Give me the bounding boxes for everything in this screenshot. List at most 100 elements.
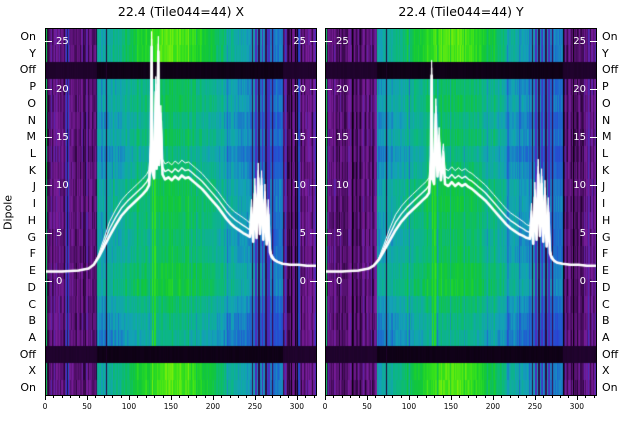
y-tick-mark-left bbox=[45, 137, 52, 138]
x-minor-tick-mark bbox=[560, 396, 562, 399]
y-tick-mark-right bbox=[310, 185, 317, 186]
x-minor-tick-mark bbox=[417, 396, 419, 399]
panel-title-x: 22.4 (Tile044=44) X bbox=[117, 4, 245, 19]
y-tick-label-right: 0 bbox=[579, 276, 586, 287]
y-tick-label-left: 20 bbox=[56, 84, 69, 95]
x-tick-label: 100 bbox=[121, 402, 137, 411]
y-tick-label-left: 0 bbox=[336, 276, 343, 287]
x-minor-tick-mark bbox=[568, 396, 570, 399]
x-minor-tick-mark bbox=[179, 396, 181, 399]
x-minor-tick-mark bbox=[526, 396, 528, 399]
x-minor-tick-mark bbox=[551, 396, 553, 399]
heatmap-panel-y: 22.4 (Tile044=44) Y 25 25 20 20 15 15 10 10 5 5 0 0… bbox=[323, 4, 597, 411]
x-minor-tick-mark bbox=[246, 396, 248, 399]
y-tick-mark-right bbox=[590, 281, 597, 282]
x-minor-tick-mark bbox=[263, 396, 265, 399]
y-tick-label-left: 20 bbox=[336, 84, 349, 95]
heatmap-canvas-x bbox=[45, 28, 317, 396]
x-tick-label: 200 bbox=[485, 402, 501, 411]
y-tick-label-right: 5 bbox=[579, 228, 586, 239]
x-minor-tick-mark bbox=[383, 396, 385, 399]
x-tick-mark bbox=[492, 396, 494, 400]
y-tick-mark-left bbox=[325, 41, 332, 42]
x-minor-tick-mark bbox=[358, 396, 360, 399]
x-tick-mark bbox=[408, 396, 410, 400]
dipole-row-label-left: K bbox=[28, 163, 36, 177]
x-tick-label: 150 bbox=[163, 402, 179, 411]
panel-title-y: 22.4 (Tile044=44) Y bbox=[398, 4, 524, 19]
dipole-row-label-left: On bbox=[20, 29, 36, 43]
dipole-row-label-right: Off bbox=[602, 63, 619, 77]
y-tick-label-right: 20 bbox=[573, 84, 586, 95]
dipole-row-label-right: X bbox=[602, 364, 610, 378]
dipole-row-label-right: M bbox=[602, 130, 612, 144]
y-tick-label-right: 25 bbox=[573, 36, 586, 47]
dipole-row-label-left: Y bbox=[29, 46, 36, 60]
dipole-row-label-right: P bbox=[602, 80, 609, 94]
x-tick-mark bbox=[254, 396, 256, 400]
y-tick-label-left: 10 bbox=[336, 180, 349, 191]
dipole-row-label-right: A bbox=[602, 330, 610, 344]
dipole-row-label-left: G bbox=[27, 230, 36, 244]
x-minor-tick-mark bbox=[467, 396, 469, 399]
x-tick-mark bbox=[576, 396, 578, 400]
y-tick-mark-right bbox=[590, 233, 597, 234]
y-tick-mark-right bbox=[590, 41, 597, 42]
dipole-row-label-left: Off bbox=[19, 63, 36, 77]
x-tick-mark bbox=[128, 396, 130, 400]
y-tick-label-right: 15 bbox=[293, 132, 306, 143]
dipole-row-label-right: B bbox=[602, 314, 610, 328]
y-tick-mark-left bbox=[45, 233, 52, 234]
dipole-row-label-right: K bbox=[602, 163, 610, 177]
dipole-row-label-left: A bbox=[28, 330, 36, 344]
dipole-row-label-right: E bbox=[602, 264, 609, 278]
dipole-row-label-right: O bbox=[602, 96, 611, 110]
x-tick-mark bbox=[366, 396, 368, 400]
heatmap-canvas-y bbox=[325, 28, 597, 396]
dipole-row-label-left: J bbox=[32, 180, 36, 194]
y-tick-mark-left bbox=[325, 137, 332, 138]
y-tick-mark-right bbox=[310, 233, 317, 234]
x-minor-tick-mark bbox=[509, 396, 511, 399]
y-tick-mark-left bbox=[325, 233, 332, 234]
x-tick-label: 250 bbox=[527, 402, 543, 411]
x-minor-tick-mark bbox=[53, 396, 55, 399]
x-minor-tick-mark bbox=[476, 396, 478, 399]
y-tick-mark-right bbox=[590, 137, 597, 138]
x-minor-tick-mark bbox=[400, 396, 402, 399]
y-tick-label-right: 10 bbox=[573, 180, 586, 191]
dipole-row-label-left: X bbox=[28, 364, 36, 378]
y-tick-label-right: 15 bbox=[573, 132, 586, 143]
dipole-row-label-right: H bbox=[602, 213, 611, 227]
x-minor-tick-mark bbox=[518, 396, 520, 399]
x-minor-tick-mark bbox=[271, 396, 273, 399]
x-minor-tick-mark bbox=[229, 396, 231, 399]
x-minor-tick-mark bbox=[112, 396, 114, 399]
x-minor-tick-mark bbox=[154, 396, 156, 399]
dipole-row-label-left: M bbox=[26, 130, 37, 144]
x-minor-tick-mark bbox=[70, 396, 72, 399]
y-tick-mark-right bbox=[590, 89, 597, 90]
x-tick-mark bbox=[450, 396, 452, 400]
dipole-row-label-left: O bbox=[27, 96, 36, 110]
y-tick-label-right: 5 bbox=[299, 228, 306, 239]
dipole-row-label-left: On bbox=[20, 381, 36, 395]
x-minor-tick-mark bbox=[61, 396, 63, 399]
x-tick-mark bbox=[296, 396, 298, 400]
dipole-row-label-left: P bbox=[29, 80, 36, 94]
dipole-row-label-right: L bbox=[602, 146, 609, 160]
y-tick-mark-left bbox=[45, 185, 52, 186]
y-tick-mark-right bbox=[310, 41, 317, 42]
dipole-row-label-right: J bbox=[602, 180, 606, 194]
x-minor-tick-mark bbox=[120, 396, 122, 399]
x-minor-tick-mark bbox=[459, 396, 461, 399]
dipole-row-label-right: N bbox=[602, 113, 611, 127]
x-minor-tick-mark bbox=[341, 396, 343, 399]
y-tick-mark-right bbox=[310, 89, 317, 90]
x-minor-tick-mark bbox=[78, 396, 80, 399]
x-minor-tick-mark bbox=[375, 396, 377, 399]
y-tick-mark-left bbox=[45, 41, 52, 42]
x-minor-tick-mark bbox=[162, 396, 164, 399]
x-minor-tick-mark bbox=[350, 396, 352, 399]
